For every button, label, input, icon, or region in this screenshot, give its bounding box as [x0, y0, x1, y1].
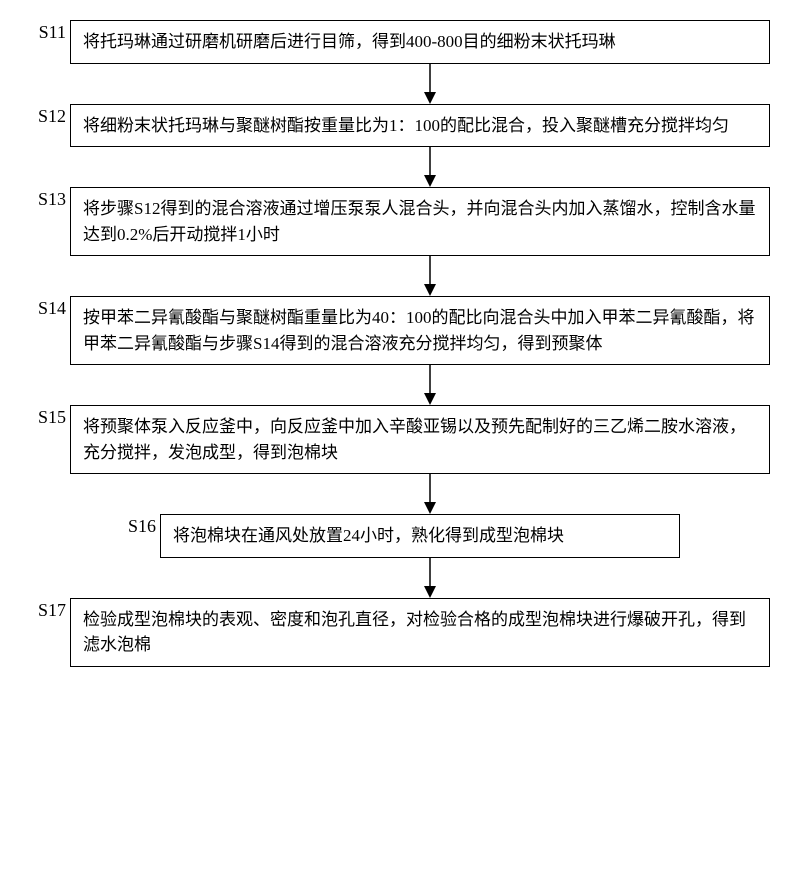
step-box-s12: 将细粉末状托玛琳与聚醚树酯按重量比为1：100的配比混合，投入聚醚槽充分搅拌均匀 [70, 104, 770, 148]
step-box-s17: 检验成型泡棉块的表观、密度和泡孔直径，对检验合格的成型泡棉块进行爆破开孔，得到滤… [70, 598, 770, 667]
arrow-s13-s14 [10, 256, 790, 296]
step-label-s17: S17 [10, 598, 70, 621]
arrow-s14-s15 [10, 365, 790, 405]
step-label-s16: S16 [10, 514, 160, 537]
arrow-s15-s16 [10, 474, 790, 514]
step-box-s13: 将步骤S12得到的混合溶液通过增压泵泵人混合头，并向混合头内加入蒸馏水，控制含水… [70, 187, 770, 256]
arrow-down-icon [420, 558, 440, 598]
step-label-s13: S13 [10, 187, 70, 210]
step-label-s11: S11 [10, 20, 70, 43]
arrow-s16-s17 [10, 558, 790, 598]
flowchart-container: S11 将托玛琳通过研磨机研磨后进行目筛，得到400-800目的细粉末状托玛琳 … [10, 20, 790, 667]
arrow-down-icon [420, 147, 440, 187]
step-box-s14: 按甲苯二异氰酸酯与聚醚树酯重量比为40：100的配比向混合头中加入甲苯二异氰酸酯… [70, 296, 770, 365]
step-row-s14: S14 按甲苯二异氰酸酯与聚醚树酯重量比为40：100的配比向混合头中加入甲苯二… [10, 296, 790, 365]
arrow-down-icon [420, 64, 440, 104]
arrow-down-icon [420, 365, 440, 405]
step-row-s15: S15 将预聚体泵入反应釜中，向反应釜中加入辛酸亚锡以及预先配制好的三乙烯二胺水… [10, 405, 790, 474]
step-box-s16: 将泡棉块在通风处放置24小时，熟化得到成型泡棉块 [160, 514, 680, 558]
step-label-s14: S14 [10, 296, 70, 319]
arrow-s12-s13 [10, 147, 790, 187]
step-row-s11: S11 将托玛琳通过研磨机研磨后进行目筛，得到400-800目的细粉末状托玛琳 [10, 20, 790, 64]
step-row-s12: S12 将细粉末状托玛琳与聚醚树酯按重量比为1：100的配比混合，投入聚醚槽充分… [10, 104, 790, 148]
arrow-down-icon [420, 474, 440, 514]
step-label-s15: S15 [10, 405, 70, 428]
step-row-s16: S16 将泡棉块在通风处放置24小时，熟化得到成型泡棉块 [10, 514, 790, 558]
arrow-down-icon [420, 256, 440, 296]
step-box-s15: 将预聚体泵入反应釜中，向反应釜中加入辛酸亚锡以及预先配制好的三乙烯二胺水溶液，充… [70, 405, 770, 474]
step-row-s17: S17 检验成型泡棉块的表观、密度和泡孔直径，对检验合格的成型泡棉块进行爆破开孔… [10, 598, 790, 667]
step-label-s12: S12 [10, 104, 70, 127]
step-box-s11: 将托玛琳通过研磨机研磨后进行目筛，得到400-800目的细粉末状托玛琳 [70, 20, 770, 64]
step-row-s13: S13 将步骤S12得到的混合溶液通过增压泵泵人混合头，并向混合头内加入蒸馏水，… [10, 187, 790, 256]
arrow-s11-s12 [10, 64, 790, 104]
